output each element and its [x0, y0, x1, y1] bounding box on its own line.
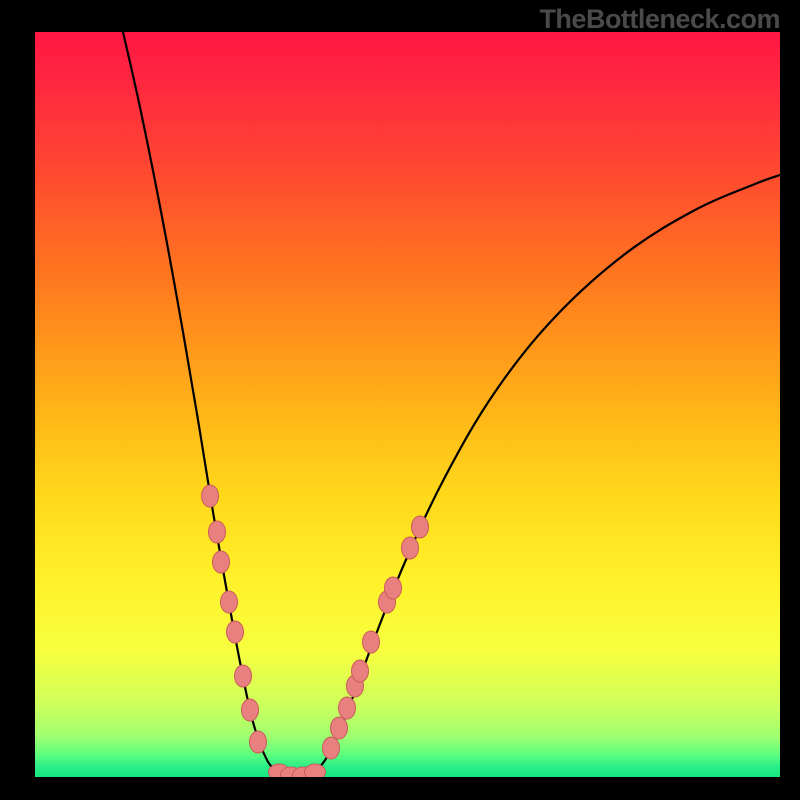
- data-marker-left: [209, 521, 226, 543]
- data-marker-right: [352, 660, 369, 682]
- bottleneck-chart: [0, 0, 800, 800]
- data-marker-right: [331, 717, 348, 739]
- data-marker-right: [339, 697, 356, 719]
- data-marker-left: [242, 699, 259, 721]
- data-marker-right: [323, 737, 340, 759]
- data-marker-left: [250, 731, 267, 753]
- data-marker-left: [202, 485, 219, 507]
- watermark-text: TheBottleneck.com: [539, 4, 780, 35]
- data-marker-left: [227, 621, 244, 643]
- data-marker-right: [363, 631, 380, 653]
- data-marker-right: [385, 577, 402, 599]
- chart-container: [0, 0, 800, 800]
- data-marker-left: [235, 665, 252, 687]
- data-marker-right: [412, 516, 429, 538]
- watermark-label: TheBottleneck.com: [539, 4, 780, 34]
- data-marker-left: [213, 551, 230, 573]
- data-marker-bottom: [305, 764, 326, 780]
- data-marker-left: [221, 591, 238, 613]
- data-marker-right: [402, 537, 419, 559]
